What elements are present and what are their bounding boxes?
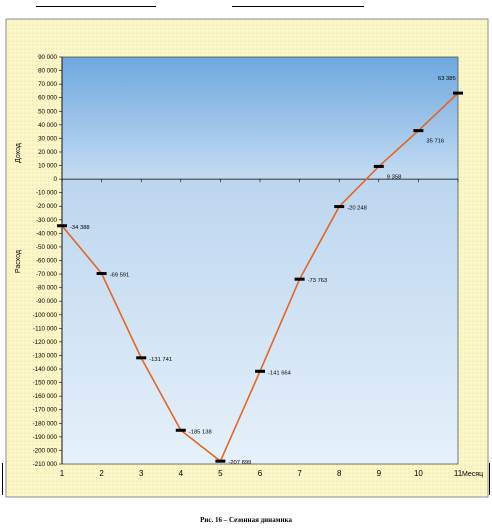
y-tick-label: 60 000: [38, 95, 57, 102]
y-tick-label: -20 000: [36, 203, 58, 210]
data-point-marker: [373, 164, 384, 168]
y-tick-label: -210 000: [33, 461, 58, 468]
y-tick-label: 90 000: [38, 54, 57, 61]
data-point-marker: [453, 91, 463, 95]
y-tick-label: -90 000: [36, 298, 58, 305]
y-tick-label: -10 000: [36, 190, 58, 197]
data-label: -34 388: [70, 225, 90, 231]
data-point-marker: [255, 369, 265, 373]
x-tick-label: 3: [139, 469, 144, 478]
y-tick-label: 20 000: [38, 149, 57, 156]
data-point-marker: [175, 428, 186, 432]
figure-caption: Рис. 16 – Сезонная динамика: [200, 516, 292, 524]
x-tick-label: 4: [179, 469, 184, 478]
data-label: -73 763: [308, 278, 328, 284]
y-tick-label: 50 000: [38, 108, 57, 115]
y-tick-label: -130 000: [33, 352, 58, 359]
x-tick-label: 7: [297, 469, 302, 478]
y-tick-label: -40 000: [36, 230, 58, 237]
data-label: -207 899: [228, 460, 251, 466]
x-tick-label: 1: [60, 469, 65, 478]
side-rule-right: [489, 463, 490, 495]
top-rule-left: [36, 6, 156, 7]
y-tick-label: -50 000: [36, 244, 58, 251]
top-rule-right: [232, 6, 364, 7]
y-axis-label-upper: Доход: [15, 143, 22, 163]
data-label: 35 716: [426, 139, 444, 145]
data-label: -20 248: [347, 206, 367, 212]
data-label: -131 741: [149, 357, 172, 363]
y-tick-label: -30 000: [36, 217, 58, 224]
data-point-marker: [96, 272, 107, 276]
x-tick-label: 6: [258, 469, 263, 478]
data-label: 63 385: [438, 76, 456, 82]
data-point-marker: [215, 459, 226, 463]
y-tick-label: 10 000: [38, 163, 57, 170]
y-tick-label: -170 000: [33, 407, 58, 414]
y-tick-label: -200 000: [33, 447, 58, 454]
data-label: 9 358: [387, 174, 402, 180]
data-point-marker: [136, 356, 147, 360]
data-label: -141 664: [268, 370, 292, 376]
x-tick-label: 9: [377, 469, 382, 478]
data-point-marker: [413, 129, 424, 133]
data-point-marker: [294, 277, 305, 281]
y-tick-label: -100 000: [33, 312, 58, 319]
y-tick-label: -180 000: [33, 420, 58, 427]
y-tick-label: -190 000: [33, 434, 58, 441]
x-tick-label: 5: [218, 469, 223, 478]
negative-region: [62, 179, 458, 464]
data-label: -69 591: [110, 273, 130, 279]
x-tick-label: 2: [99, 469, 104, 478]
y-tick-label: -120 000: [33, 339, 58, 346]
y-tick-label: -80 000: [36, 285, 58, 292]
y-tick-label: 70 000: [38, 81, 57, 88]
positive-region: [62, 57, 458, 180]
y-tick-label: 0: [54, 176, 58, 183]
y-axis-label-lower: Расход: [15, 250, 22, 273]
x-tick-label: 11: [454, 469, 463, 478]
data-point-marker: [334, 205, 345, 209]
y-tick-label: -160 000: [33, 393, 58, 400]
y-tick-label: -150 000: [33, 380, 58, 387]
data-label: -185 138: [189, 429, 212, 435]
x-tick-label: 10: [414, 469, 423, 478]
y-tick-label: -140 000: [33, 366, 58, 373]
x-axis-label: Месяц: [462, 471, 483, 478]
y-tick-label: -110 000: [33, 325, 58, 332]
x-tick-label: 8: [337, 469, 342, 478]
y-tick-label: -70 000: [36, 271, 58, 278]
data-point-marker: [57, 224, 67, 228]
side-rule-left: [2, 463, 3, 495]
y-tick-label: 80 000: [38, 68, 57, 75]
y-tick-label: 30 000: [38, 135, 57, 142]
y-tick-label: 40 000: [38, 122, 57, 129]
y-tick-label: -60 000: [36, 258, 58, 265]
